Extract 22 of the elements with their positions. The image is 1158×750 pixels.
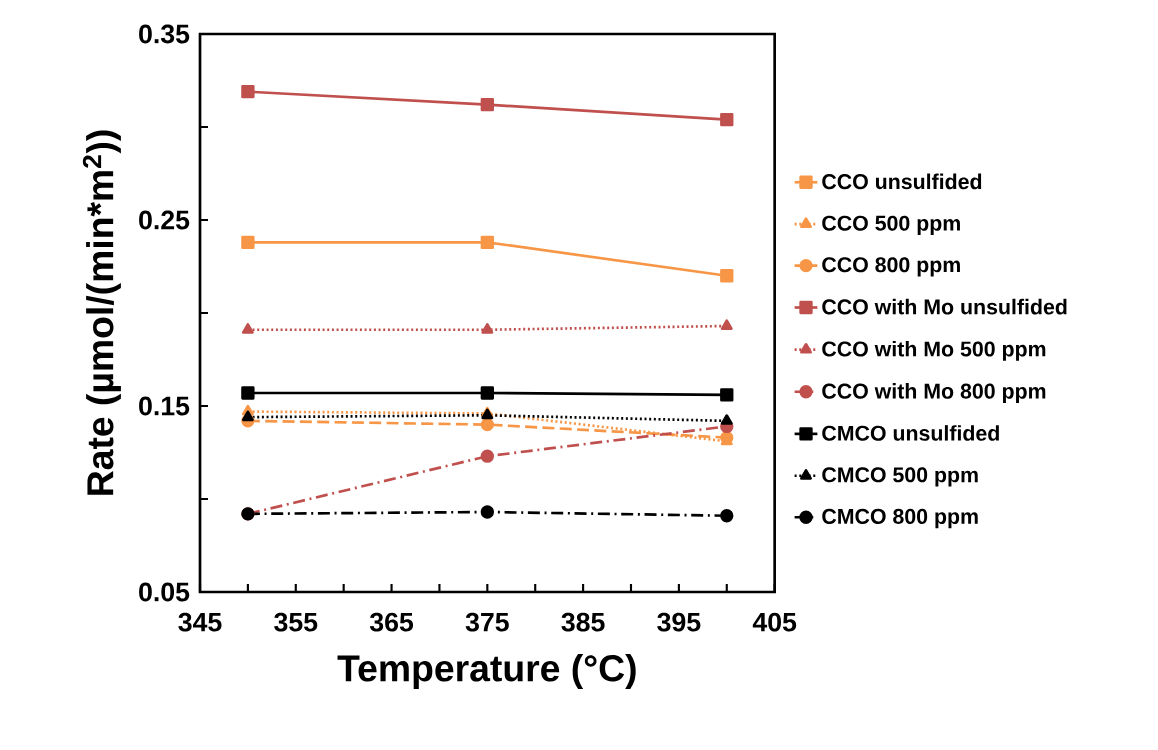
x-tick-label: 375	[465, 612, 509, 632]
legend-label: CMCO 500 ppm	[822, 467, 978, 487]
y-tick-label: 0.25	[139, 210, 190, 230]
y-axis-title: Rate (µmol/(min*m$^{2}$))	[82, 130, 121, 495]
x-tick-label: 405	[752, 612, 797, 632]
y-tick-label: 0.35	[139, 24, 190, 44]
legend-label: CCO with Mo 500 ppm	[822, 340, 1046, 361]
x-tick-label: 355	[274, 612, 318, 632]
x-tick-label: 395	[657, 612, 701, 632]
legend-label: CCO 800 ppm	[822, 257, 960, 277]
legend-label: CCO unsulfided	[822, 173, 982, 190]
legend-label: CCO with Mo 800 ppm	[822, 383, 1046, 403]
y-tick-label: 0.05	[139, 582, 190, 602]
y-tick-label: 0.15	[139, 396, 190, 416]
legend-label: CMCO 800 ppm	[822, 508, 978, 529]
legend-label: CMCO unsulfided	[822, 425, 999, 441]
x-tick-label: 385	[561, 612, 605, 632]
legend-label: CCO 500 ppm	[822, 215, 960, 235]
legend-label: CCO with Mo unsulfided	[822, 298, 1067, 315]
x-tick-label: 345	[178, 612, 222, 632]
x-tick-label: 365	[369, 612, 414, 632]
x-axis-title: Temperature (°C)	[337, 654, 636, 689]
